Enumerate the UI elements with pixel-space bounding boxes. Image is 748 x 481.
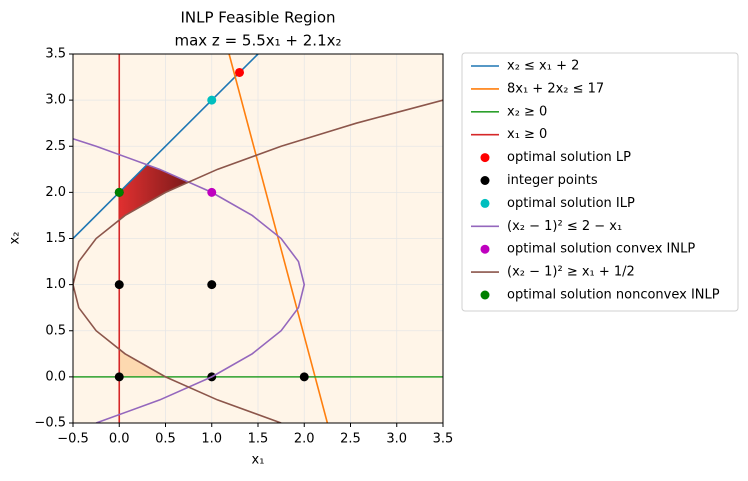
y-tick-label: 0.0 xyxy=(45,369,66,384)
y-tick-label: 2.0 xyxy=(45,185,66,200)
y-tick-label: 3.5 xyxy=(45,47,66,62)
legend-label: x₂ ≥ 0 xyxy=(507,104,547,119)
point xyxy=(235,67,244,77)
y-tick-label: 1.0 xyxy=(45,277,66,292)
legend-label: (x₂ − 1)² ≤ 2 − x₁ xyxy=(507,219,622,234)
y-axis-label: x₂ xyxy=(8,232,23,245)
legend-label: integer points xyxy=(507,173,598,188)
x-tick-label: 2.0 xyxy=(294,432,315,447)
legend-label: (x₂ − 1)² ≥ x₁ + 1/2 xyxy=(507,265,635,280)
plot-frame xyxy=(72,53,444,424)
point xyxy=(114,280,124,290)
point xyxy=(114,372,124,382)
legend-label: x₁ ≥ 0 xyxy=(507,127,547,142)
y-tick-label: 1.5 xyxy=(45,231,66,246)
point xyxy=(114,187,124,197)
plot-area xyxy=(73,54,443,423)
constraint-line xyxy=(228,54,329,423)
legend-label: optimal solution nonconvex INLP xyxy=(507,288,720,303)
x-tick-label: 1.0 xyxy=(201,432,222,447)
constraint-line xyxy=(73,99,443,423)
x-axis-label: x₁ xyxy=(252,453,265,468)
legend-marker xyxy=(480,244,490,254)
point xyxy=(207,280,217,290)
feasible-region xyxy=(119,164,189,220)
point xyxy=(299,372,309,382)
legend: x₂ ≤ x₁ + 2 8x₁ + 2x₂ ≤ 17 x₂ ≥ 0 x₁ ≥ 0 opt… xyxy=(461,52,739,312)
x-tick-label: 3.5 xyxy=(433,432,454,447)
constraint-line xyxy=(73,54,259,240)
legend-label: optimal solution ILP xyxy=(507,196,635,211)
constraint-line xyxy=(73,138,306,423)
legend-box xyxy=(461,52,739,312)
chart-title: INLP Feasible Region xyxy=(180,9,335,27)
y-tick-label: 3.0 xyxy=(45,93,66,108)
x-tick-label: 2.5 xyxy=(340,432,361,447)
x-tick-label: 0.5 xyxy=(155,432,176,447)
axes: −0.5 0.0 0.5 1.0 1.5 2.0 2.5 3.0 3.5 −0.5 0.0 0.5 1.… xyxy=(34,47,453,447)
legend-label: optimal solution LP xyxy=(507,150,631,165)
legend-label: 8x₁ + 2x₂ ≤ 17 xyxy=(507,81,604,96)
y-tick-label: 2.5 xyxy=(45,139,66,154)
legend-marker xyxy=(480,176,490,185)
chart-subtitle: max z = 5.5x₁ + 2.1x₂ xyxy=(174,32,341,50)
x-tick-label: −0.5 xyxy=(57,432,89,447)
x-tick-label: 1.5 xyxy=(248,432,269,447)
point xyxy=(207,187,217,197)
legend-marker xyxy=(480,198,490,208)
legend-label: x₂ ≤ x₁ + 2 xyxy=(507,59,579,74)
point xyxy=(207,95,217,105)
legend-label: optimal solution convex INLP xyxy=(507,242,695,257)
legend-marker xyxy=(480,290,490,300)
x-tick-label: 3.0 xyxy=(386,432,407,447)
legend-marker xyxy=(480,153,490,163)
feasible-region xyxy=(119,349,166,377)
y-tick-label: −0.5 xyxy=(34,416,66,431)
x-tick-label: 0.0 xyxy=(109,432,130,447)
y-tick-label: 0.5 xyxy=(45,323,66,338)
